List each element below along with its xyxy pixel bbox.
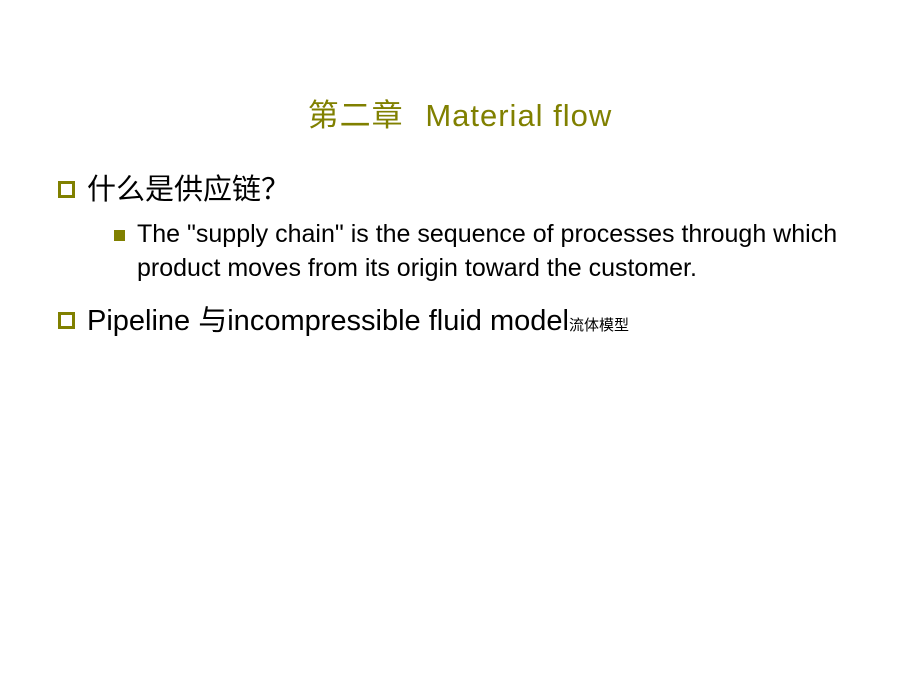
slide-container: 第二章 Material flow 什么是供应链？ The "supply ch… xyxy=(0,0,920,690)
title-english: Material flow xyxy=(425,98,612,133)
bullet2-main: Pipeline 与incompressible fluid model xyxy=(87,305,569,337)
content-area: 什么是供应链？ The "supply chain" is the sequen… xyxy=(0,171,920,341)
bullet1-sub-text: The "supply chain" is the sequence of pr… xyxy=(137,218,866,286)
bullet-outline-icon xyxy=(58,181,75,198)
bullet-level1: Pipeline 与incompressible fluid model流体模型 xyxy=(58,302,872,341)
bullet-level2: The "supply chain" is the sequence of pr… xyxy=(114,218,866,286)
sub-bullet-container: The "supply chain" is the sequence of pr… xyxy=(58,218,872,286)
bullet2-text: Pipeline 与incompressible fluid model流体模型 xyxy=(87,302,629,341)
bullet-level1: 什么是供应链？ xyxy=(58,171,872,210)
bullet1-text: 什么是供应链？ xyxy=(87,171,290,210)
bullet-outline-icon xyxy=(58,312,75,329)
slide-title: 第二章 Material flow xyxy=(0,90,920,135)
bullet-filled-icon xyxy=(114,230,125,241)
title-chinese: 第二章 xyxy=(308,98,404,133)
bullet2-annotation: 流体模型 xyxy=(569,317,629,334)
